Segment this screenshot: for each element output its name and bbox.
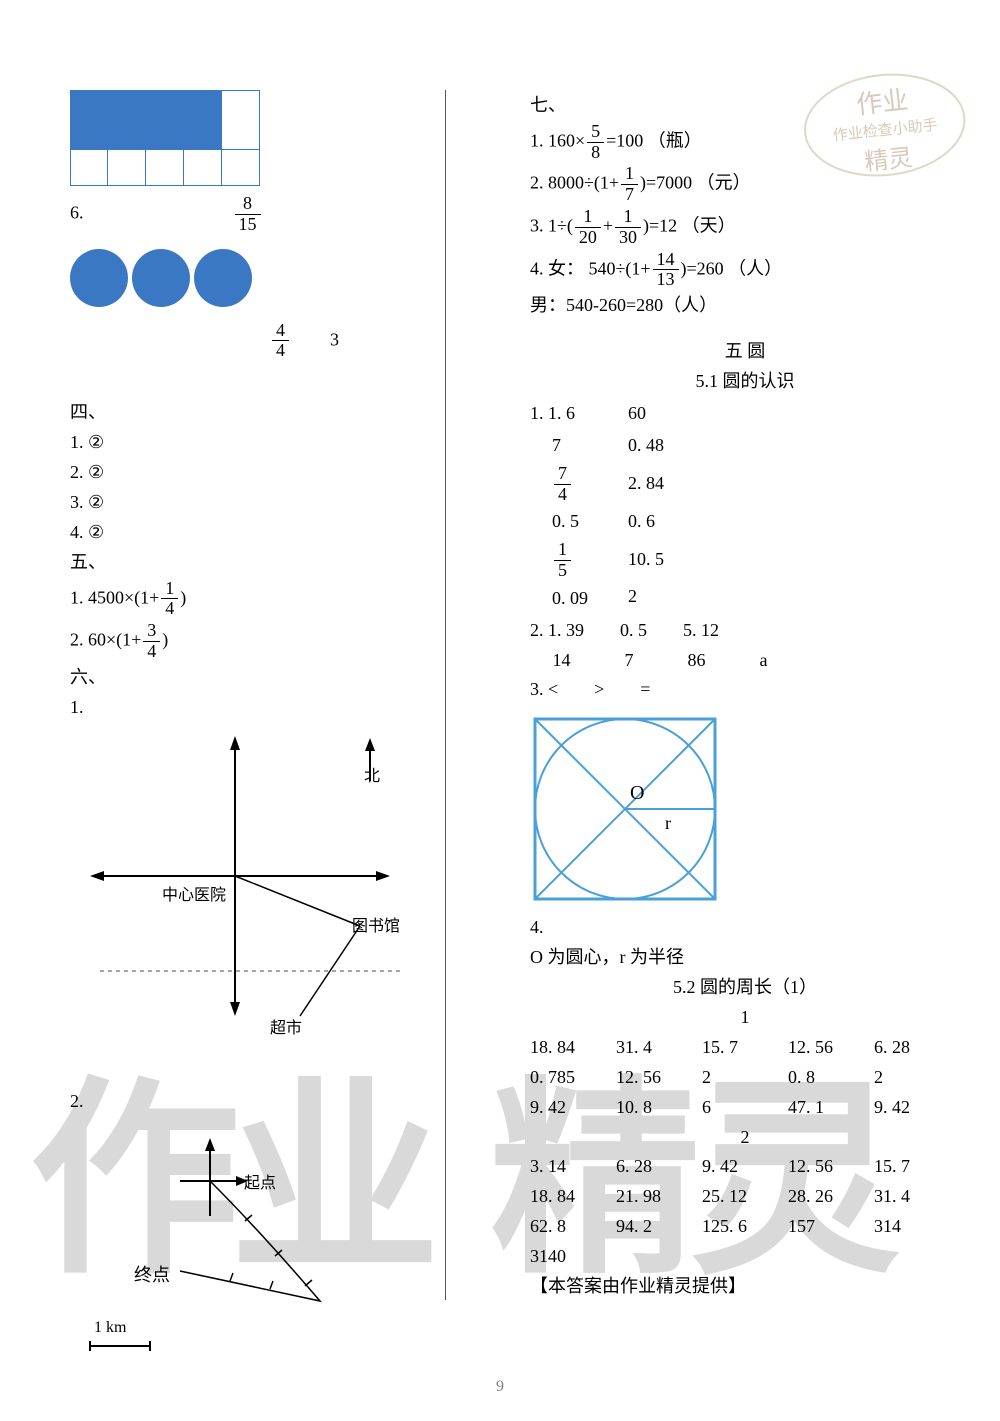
circle-in-square: O r <box>530 714 720 904</box>
s5-1-post: ) <box>180 587 186 607</box>
q3-f2: 130 <box>615 207 641 248</box>
map-diagram: 北 中心医院 图书馆 超市 <box>70 726 410 1086</box>
sec7: 七、 <box>530 92 960 120</box>
map-hospital: 中心医院 <box>162 881 226 905</box>
t1-r0a: 1. 1. 6 <box>530 400 588 428</box>
table-row: 9. 4210. 8647. 19. 42 <box>530 1094 960 1122</box>
route-end: 终点 <box>134 1261 170 1287</box>
s5-2-frac: 34 <box>143 621 160 662</box>
t1-r2f: 74 <box>554 464 571 505</box>
sec5: 五、 <box>70 549 500 577</box>
q4-frac: 1413 <box>653 250 679 291</box>
right-column: 七、 1. 160×58=100 （瓶） 2. 8000÷(1+17)=7000… <box>520 90 960 1381</box>
t1-r5a: 0. 09 <box>530 585 588 613</box>
t1-r2b: 2. 84 <box>628 470 664 498</box>
table-row: 18. 8421. 9825. 1228. 2631. 4 <box>530 1183 960 1211</box>
t2-r0: 2. 1. 39 0. 5 5. 12 <box>530 617 960 645</box>
circles-figure <box>70 249 500 307</box>
left-column: 6. 815 44 3 四、 1. ② 2. ② 3. ② 4. ② 五、 1.… <box>70 90 510 1381</box>
s4-3: 3. ② <box>70 489 500 517</box>
s4-4: 4. ② <box>70 519 500 547</box>
q6-label: 6. <box>70 202 84 222</box>
s4-lbl: 4. <box>530 914 960 942</box>
t1-r1b: 0. 48 <box>628 432 664 460</box>
s5-1-frac: 14 <box>161 579 178 620</box>
sub2: 2 <box>530 1124 960 1152</box>
ch5-1-title: 5.1 圆的认识 <box>530 368 960 396</box>
q1-frac: 58 <box>587 122 604 163</box>
t2-r1: 14 7 86 a <box>530 647 960 675</box>
t1-r4f: 15 <box>554 540 571 581</box>
q4-post: )=260 （人） <box>681 258 783 278</box>
q2-pre: 2. 8000÷(1+ <box>530 173 619 193</box>
t1-r0b: 60 <box>628 400 664 428</box>
t1-r3b: 0. 6 <box>628 508 664 536</box>
sec4: 四、 <box>70 399 500 427</box>
s6-1: 1. <box>70 694 500 722</box>
table-5-2-1: 18. 8431. 415. 712. 566. 280. 78512. 562… <box>530 1034 960 1122</box>
q2-post: )=7000 （元） <box>640 173 751 193</box>
s5-2-post: ) <box>162 630 168 650</box>
s4-2: 2. ② <box>70 459 500 487</box>
q3-post: )=12 （天） <box>643 216 736 236</box>
s6-2: 2. <box>70 1088 500 1116</box>
t1-r5b: 2 <box>628 583 664 611</box>
s4-txt: O 为圆心，r 为半径 <box>530 944 960 972</box>
t1-r4b: 10. 5 <box>628 546 664 574</box>
sub1: 1 <box>530 1004 960 1032</box>
s4-1: 1. ② <box>70 429 500 457</box>
map-library: 图书馆 <box>352 912 400 936</box>
map-north: 北 <box>364 762 380 786</box>
q3-f1: 120 <box>575 207 601 248</box>
grid-figure <box>70 90 260 186</box>
q1-post: =100 （瓶） <box>606 130 702 150</box>
q3-pre: 3. 1÷( <box>530 216 573 236</box>
q1-pre: 1. 160× <box>530 130 585 150</box>
t1-r3a: 0. 5 <box>530 508 588 536</box>
t1-r1a: 7 <box>530 432 588 460</box>
page-number: 9 <box>496 1378 504 1396</box>
s5-1-pre: 1. 4500×(1+ <box>70 587 159 607</box>
q4-pre: 4. 女： 540÷(1+ <box>530 258 651 278</box>
t3: 3. < > = <box>530 676 960 704</box>
ch5-title: 五 圆 <box>530 338 960 366</box>
route-diagram: 起点 终点 1 km <box>70 1121 370 1381</box>
footer: 【本答案由作业精灵提供】 <box>530 1273 960 1301</box>
circ-r-label: r <box>665 813 671 833</box>
q6-frac1: 815 <box>235 194 261 235</box>
q6-frac2: 44 <box>272 321 289 362</box>
table-row: 0. 78512. 5620. 82 <box>530 1064 960 1092</box>
table-5-2-2: 3. 146. 289. 4212. 5615. 718. 8421. 9825… <box>530 1153 960 1271</box>
q4b: 男：540-260=280（人） <box>530 292 960 320</box>
table-row: 18. 8431. 415. 712. 566. 28 <box>530 1034 960 1062</box>
ch5-2-title: 5.2 圆的周长（1） <box>530 974 960 1002</box>
q2-frac: 17 <box>621 164 638 205</box>
circ-o-label: O <box>630 782 644 804</box>
table-row: 3. 146. 289. 4212. 5615. 7 <box>530 1153 960 1181</box>
q6-extra: 3 <box>330 329 339 349</box>
sec6: 六、 <box>70 664 500 692</box>
q3-plus: + <box>603 216 613 236</box>
table-row: 3140 <box>530 1243 960 1271</box>
route-start: 起点 <box>244 1169 276 1193</box>
map-market: 超市 <box>270 1014 302 1038</box>
s5-2-pre: 2. 60×(1+ <box>70 630 141 650</box>
route-scale: 1 km <box>94 1319 126 1337</box>
table-row: 62. 894. 2125. 6157314 <box>530 1213 960 1241</box>
